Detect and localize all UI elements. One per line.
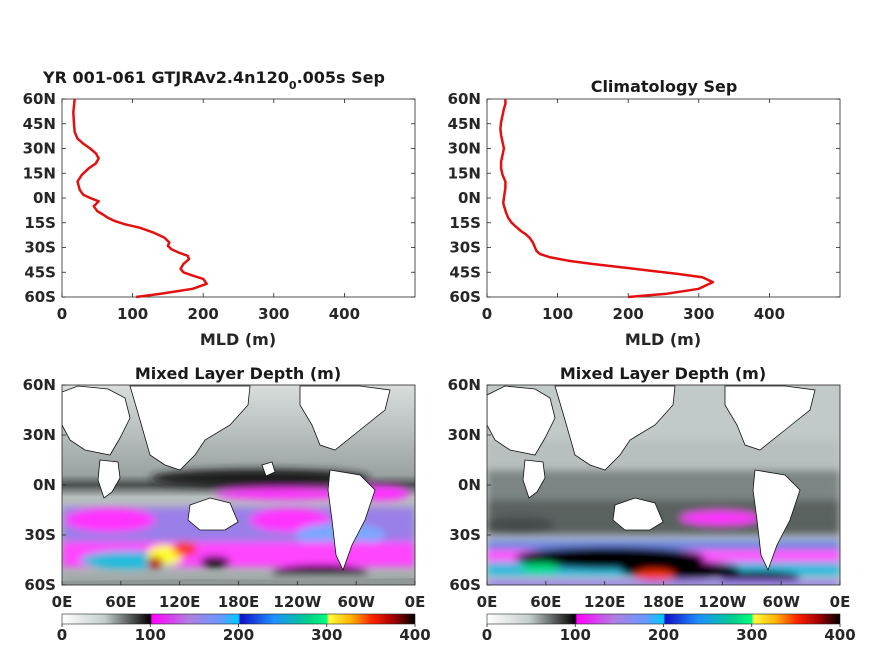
colorbar-tick-label: 100 (135, 626, 166, 644)
profile-panel-model: YR 001-061 GTJRAv2.4n1200.005s Sep 60N 45… (23, 68, 416, 349)
profile-model-line (72, 98, 208, 299)
map-xtick-label: 180E (643, 593, 685, 611)
ytick-label: 30S (24, 239, 56, 257)
xtick-label: 100 (542, 305, 573, 323)
map-xtick-label: 60W (762, 593, 800, 611)
map-ytick-label: 60S (449, 576, 481, 594)
map-xtick-label: 0E (477, 593, 498, 611)
map-ytick-label: 30N (23, 426, 56, 444)
map-xtick-label: 0E (52, 593, 73, 611)
map-model-colorbar-ticks: 0 100 200 300 400 (57, 624, 431, 644)
ytick-label: 60N (448, 90, 481, 108)
map-model-title: Mixed Layer Depth (m) (135, 364, 341, 383)
map-xtick-label: 180E (218, 593, 260, 611)
xtick-label: 100 (117, 305, 148, 323)
map-xtick-label: 60E (530, 593, 561, 611)
map-ytick-label: 30S (449, 526, 481, 544)
map-model-colorbar (61, 613, 416, 625)
ytick-label: 15N (448, 164, 481, 182)
map-clim-field (487, 385, 840, 585)
map-ytick-label: 30N (448, 426, 481, 444)
map-ytick-label: 30S (24, 526, 56, 544)
map-ytick-label: 60N (448, 376, 481, 394)
map-panel-climatology: Mixed Layer Depth (m) (448, 364, 856, 644)
map-model-xticks: 0E 60E 120E 180E 120W 60W 0E (52, 581, 426, 611)
map-xtick-label: 0E (830, 593, 851, 611)
profile-clim-title: Climatology Sep (591, 77, 738, 96)
profile-model-xticks: 0 100 200 300 400 (57, 99, 360, 323)
map-xtick-label: 60W (337, 593, 375, 611)
ytick-label: 60S (24, 288, 56, 306)
ytick-label: 30N (23, 140, 56, 158)
profile-clim-xlabel: MLD (m) (625, 330, 701, 349)
xtick-label: 0 (57, 305, 67, 323)
ytick-label: 45N (448, 115, 481, 133)
profile-model-yticks: 60N 45N 30N 15N 0N 15S 30S 45S 60S (23, 90, 415, 306)
xtick-label: 400 (754, 305, 785, 323)
map-clim-xticks: 0E 60E 120E 180E 120W 60W 0E (477, 581, 851, 611)
xtick-label: 300 (258, 305, 289, 323)
colorbar-tick-label: 400 (824, 626, 855, 644)
profile-clim-axes (486, 98, 841, 298)
map-xtick-label: 60E (105, 593, 136, 611)
ytick-label: 60N (23, 90, 56, 108)
ytick-label: 45S (24, 263, 56, 281)
map-ytick-label: 60S (24, 576, 56, 594)
colorbar-tick-label: 300 (736, 626, 767, 644)
profile-clim-yticks: 60N 45N 30N 15N 0N 15S 30S 45S 60S (448, 90, 840, 306)
ytick-label: 30N (448, 140, 481, 158)
profile-clim-line (499, 99, 715, 299)
map-xtick-label: 0E (405, 593, 426, 611)
profile-clim-xticks: 0 100 200 300 400 (482, 99, 785, 323)
map-model-field (62, 385, 415, 585)
map-clim-colorbar (486, 613, 841, 625)
colorbar-tick-label: 200 (648, 626, 679, 644)
map-ytick-label: 0N (33, 476, 56, 494)
xtick-label: 400 (329, 305, 360, 323)
map-ytick-label: 0N (458, 476, 481, 494)
map-clim-title: Mixed Layer Depth (m) (560, 364, 766, 383)
ytick-label: 30S (449, 239, 481, 257)
xtick-label: 0 (482, 305, 492, 323)
xtick-label: 200 (613, 305, 644, 323)
colorbar-tick-label: 0 (57, 626, 67, 644)
map-clim-colorbar-ticks: 0 100 200 300 400 (482, 624, 856, 644)
map-model-yticks: 60N 30N 0N 30S 60S (23, 376, 66, 594)
ytick-label: 15S (24, 214, 56, 232)
ytick-label: 0N (33, 189, 56, 207)
ytick-label: 60S (449, 288, 481, 306)
map-xtick-label: 120W (698, 593, 746, 611)
colorbar-tick-label: 300 (311, 626, 342, 644)
ytick-label: 45N (23, 115, 56, 133)
ytick-label: 45S (449, 263, 481, 281)
ytick-label: 0N (458, 189, 481, 207)
ytick-label: 15N (23, 164, 56, 182)
map-xtick-label: 120W (273, 593, 321, 611)
map-ytick-label: 60N (23, 376, 56, 394)
colorbar-tick-label: 0 (482, 626, 492, 644)
map-xtick-label: 120E (584, 593, 626, 611)
colorbar-tick-label: 400 (399, 626, 430, 644)
map-clim-yticks: 60N 30N 0N 30S 60S (448, 376, 491, 594)
xtick-label: 300 (683, 305, 714, 323)
colorbar-tick-label: 200 (223, 626, 254, 644)
profile-model-xlabel: MLD (m) (200, 330, 276, 349)
map-xtick-label: 120E (159, 593, 201, 611)
ytick-label: 15S (449, 214, 481, 232)
colorbar-tick-label: 100 (560, 626, 591, 644)
profile-model-title: YR 001-061 GTJRAv2.4n1200.005s Sep (42, 68, 385, 92)
profile-panel-climatology: Climatology Sep 60N45N30N15N0N15S30S45S6… (448, 77, 841, 349)
map-panel-model: Mixed Layer Depth (m) (23, 364, 431, 644)
xtick-label: 200 (188, 305, 219, 323)
profile-model-axes (61, 98, 416, 298)
